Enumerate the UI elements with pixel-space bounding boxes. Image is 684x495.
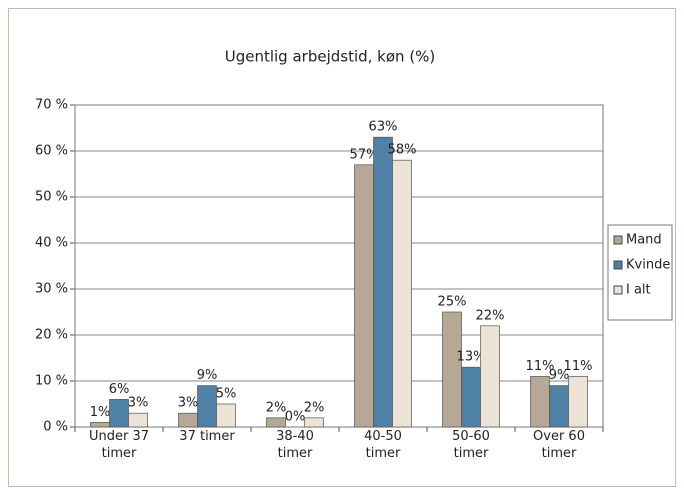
x-tick-label: 40-50 timer [364,429,402,461]
y-tick-label: 20 % [35,328,68,343]
bar [178,412,198,428]
x-tick-label: Over 60 timer [533,429,585,461]
bar [530,376,550,428]
bar [197,385,217,428]
data-label: 6% [109,382,130,397]
data-label: 0% [285,410,306,425]
bar [392,159,412,428]
bar [304,417,324,428]
bar [216,403,236,428]
y-tick-label: 40 % [35,236,68,251]
data-label: 25% [438,295,467,310]
x-tick-label: 37 timer [179,429,235,444]
y-tick-label: 70 % [35,98,68,113]
data-label: 2% [304,400,325,415]
bar [109,399,129,428]
x-tick-label: 38-40 timer [276,429,314,461]
data-label: 22% [476,308,505,323]
bar [128,412,148,428]
y-tick-label: 50 % [35,190,68,205]
x-tick-label: 50-60 timer [452,429,490,461]
legend-swatch [613,260,623,270]
data-label: 9% [197,368,218,383]
data-label: 2% [266,400,287,415]
legend-swatch [613,285,623,295]
bar [480,325,500,428]
bar [442,311,462,428]
y-tick-label: 60 % [35,144,68,159]
data-label: 11% [564,359,593,374]
y-tick-label: 30 % [35,282,68,297]
legend-swatch [613,235,623,245]
bar [549,385,569,428]
x-tick-label: Under 37 timer [88,429,150,461]
data-label: 1% [90,405,111,420]
data-label: 3% [128,396,149,411]
data-label: 11% [526,359,555,374]
data-label: 58% [388,143,417,158]
bar [461,366,481,428]
data-label: 3% [178,396,199,411]
data-label: 5% [216,387,237,402]
bar [266,417,286,428]
legend-label: I alt [626,283,651,298]
bar [90,422,110,428]
bar [373,136,393,428]
data-label: 63% [369,120,398,135]
data-label: 13% [457,350,486,365]
y-tick-label: 0 % [43,420,68,435]
y-tick-label: 10 % [35,374,68,389]
data-label: 9% [549,368,570,383]
bar [354,164,374,428]
legend-label: Mand [626,233,662,248]
bar [568,376,588,428]
legend-label: Kvinde [626,258,670,273]
data-label: 57% [350,147,379,162]
chart-title: Ugentlig arbejdstid, køn (%) [225,48,436,66]
